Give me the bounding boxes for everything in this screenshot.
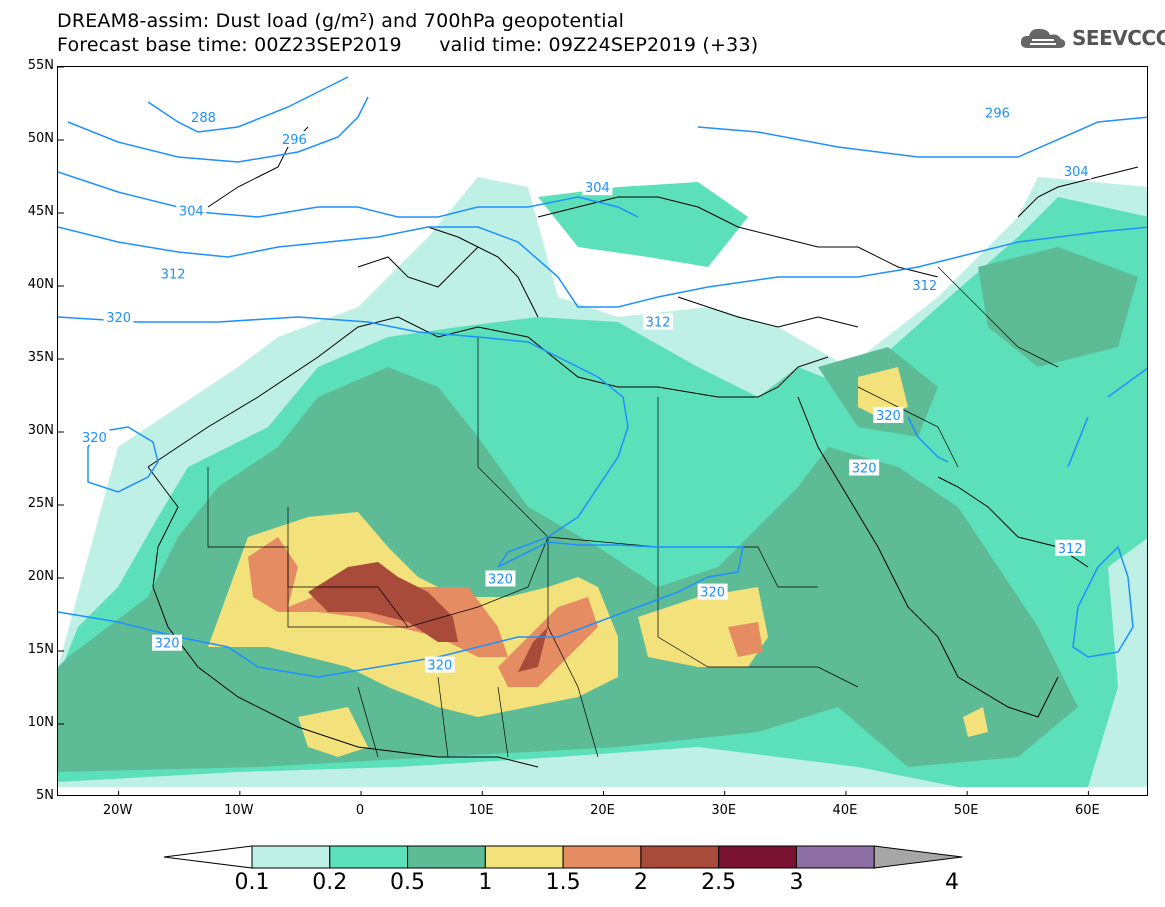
colorbar-segment [251,845,331,869]
seevccc-logo: SEEVCCC [1018,24,1165,52]
lat-tick-label: 50N [27,131,54,146]
contour-label-bg [909,277,940,293]
contour-label-bg [103,309,134,326]
lon-tick-label: 60E [1074,803,1100,818]
colorbar-segment [795,845,875,869]
contour-label: 296 [985,107,1010,122]
colorbar-segment [640,845,720,869]
contour-label: 320 [876,409,901,424]
lat-tick-label: 10N [27,715,54,730]
contour-label-bg [643,313,674,330]
lat-tick-label: 20N [27,569,54,584]
forecast-times: Forecast base time: 00Z23SEP2019 valid t… [57,34,759,56]
contour-label: 304 [585,181,610,196]
lon-tick-label: 30E [711,803,737,818]
lat-tick-label: 35N [27,350,54,365]
contour-label-bg [158,265,189,282]
contour-label-bg [982,104,1013,121]
contour-label: 312 [912,279,937,294]
lat-tick-label: 30N [27,423,54,438]
dust-field-0.5 [58,247,1138,772]
dust-field-2 [308,562,548,672]
lon-tick-label: 20E [590,803,615,818]
contour-label-bg [279,131,310,147]
map-title: DREAM8-assim: Dust load (g/m²) and 700hP… [57,10,625,32]
contour-label-bg [79,428,110,445]
contour-label: 312 [1058,542,1083,557]
country-borders [207,266,1059,758]
contour-label: 320 [700,586,725,601]
contour-label: 320 [427,659,452,674]
contour-label-bg [873,406,904,423]
contour-labels: 288 296 304 312 320 304 312 296 304 312 320 320 320 3… [79,104,1092,674]
contour-label: 320 [852,462,877,477]
contour-label: 304 [179,205,204,220]
lon-tick-label: 20W [102,803,133,818]
cloud-icon [1020,28,1066,48]
lat-tick-label: 45N [27,204,54,219]
colorbar-level-label: 0.5 [390,870,426,895]
contour-label-bg [697,583,728,600]
axis-ticks [58,67,1089,795]
contour-label: 320 [106,311,131,326]
colorbar-level-label: 2.5 [701,870,737,895]
logo-text: SEEVCCC [1072,26,1165,50]
colorbar-segment [329,845,409,869]
lat-tick-label: 25N [27,496,54,511]
lat-tick-label: 5N [36,788,54,803]
lon-tick-label: 0 [355,803,365,818]
colorbar-level-label: 2 [633,870,648,895]
contour-label: 320 [82,431,107,446]
contour-label-bg [424,656,455,673]
contour-label-bg [485,570,516,587]
lon-tick-label: 40E [832,803,858,818]
contour-label-bg [849,459,880,476]
colorbar-segment [407,845,486,869]
contour-label-bg [582,179,613,196]
contour-label-bg [1055,539,1086,556]
contour-label-bg [152,634,183,651]
dust-map: 288 296 304 312 320 304 312 296 304 312 320 320 320 3… [58,67,1147,795]
contour-label-bg [1061,163,1092,180]
lat-tick-label: 55N [27,58,54,73]
colorbar-level-label: 1 [478,870,493,895]
map-panel: 288 296 304 312 320 304 312 296 304 312 320 320 320 3… [57,66,1148,796]
contour-label: 320 [155,637,180,652]
contour-label: 312 [646,316,671,331]
lon-tick-label: 10E [468,803,494,818]
contour-label: 296 [282,133,307,148]
colorbar-segments [163,845,963,869]
contour-label-bg [176,202,207,219]
colorbar-level-label: 0.1 [234,870,270,895]
contour-label: 320 [488,572,513,587]
colorbar-level-label: 0.2 [312,870,348,895]
contour-label: 288 [191,111,216,126]
colorbar-level-label: 1.5 [545,870,581,895]
lon-tick-label: 10W [224,803,254,818]
lat-tick-label: 40N [27,277,54,292]
contour-label: 304 [1064,165,1089,180]
colorbar-level-label: 3 [789,870,804,895]
coastlines [147,126,1139,768]
lon-tick-label: 50E [953,803,979,818]
colorbar-segment [484,845,564,869]
contour-label: 312 [161,267,186,282]
colorbar-segment [873,845,963,869]
colorbar-under-triangle [163,845,253,869]
colorbar-segment [562,845,642,869]
contour-label-bg [188,109,219,126]
lat-tick-label: 15N [27,642,54,657]
colorbar-level-label: 4 [945,870,959,895]
colorbar-segment [718,845,797,869]
